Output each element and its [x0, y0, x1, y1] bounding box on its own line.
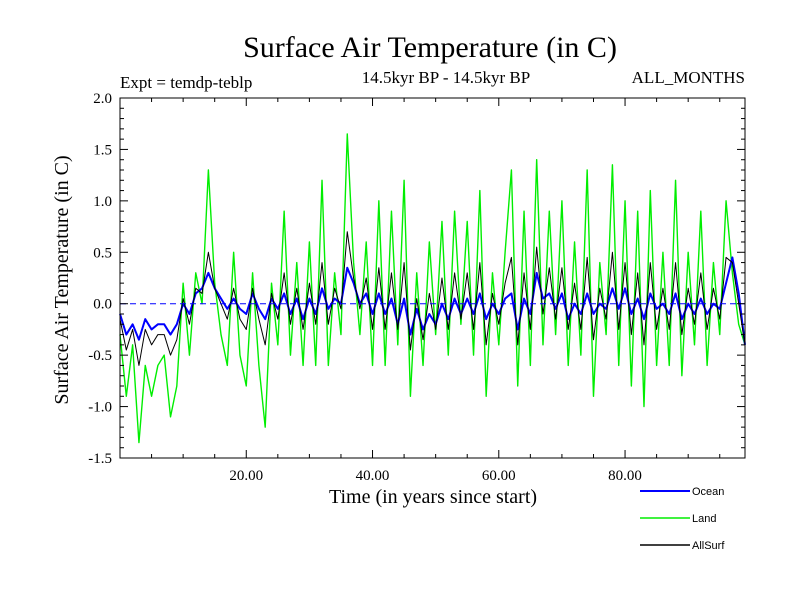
plot-frame	[119, 97, 746, 459]
chart-title: Surface Air Temperature (in C)	[243, 31, 617, 64]
legend: Ocean Land AllSurf	[640, 486, 725, 552]
y-tick-label: 1.5	[93, 142, 112, 158]
x-tick-label: 20.00	[229, 468, 263, 484]
legend-label-ocean: Ocean	[692, 486, 724, 498]
months-label: ALL_MONTHS	[632, 68, 745, 87]
x-axis-title: Time (in years since start)	[329, 486, 537, 508]
legend-label-land: Land	[692, 513, 716, 525]
y-tick-label: 2.0	[93, 91, 112, 107]
x-axis: 20.00 40.00 60.00 80.00	[151, 98, 721, 484]
y-tick-label: -0.5	[88, 348, 112, 364]
y-tick-label: -1.5	[88, 451, 112, 467]
y-tick-label: -1.0	[88, 400, 112, 416]
y-axis-title: Surface Air Temperature (in C)	[51, 155, 73, 404]
y-tick-label: 0.5	[93, 245, 112, 261]
y-axis: -1.5 -1.0 -0.5 0.0 0.5 1.0 1.5 2.0	[88, 91, 745, 467]
x-tick-label: 40.00	[356, 468, 390, 484]
chart-subtitle: 14.5kyr BP - 14.5kyr BP	[362, 68, 530, 87]
series-line-allsurf	[119, 231, 746, 366]
experiment-label: Expt = temdp-teblp	[120, 73, 252, 92]
y-tick-label: 0.0	[93, 297, 112, 313]
x-tick-label: 60.00	[482, 468, 516, 484]
legend-label-allsurf: AllSurf	[692, 540, 725, 552]
x-tick-label: 80.00	[608, 468, 642, 484]
y-tick-label: 1.0	[93, 194, 112, 210]
series-layer	[119, 133, 746, 444]
